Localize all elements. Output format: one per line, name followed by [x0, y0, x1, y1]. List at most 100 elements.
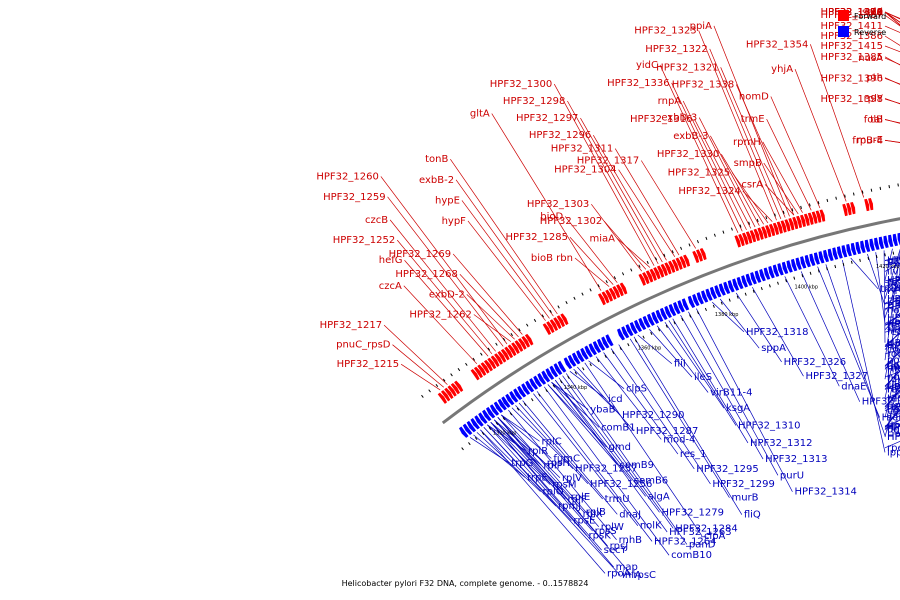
forward-gene-label[interactable]: HPF32_1323 [634, 25, 696, 36]
forward-gene-label[interactable]: HPF32_1386 [821, 31, 883, 42]
reverse-gene-label[interactable]: rplV [562, 473, 582, 484]
forward-gene-label[interactable]: HPF32_1325 [668, 168, 730, 179]
forward-gene-label[interactable]: HPF32_1322 [645, 44, 707, 55]
reverse-gene-label[interactable]: HPF32_1374 [887, 423, 900, 434]
forward-gene-label[interactable]: HPF32_1410 [821, 7, 883, 18]
reverse-gene-label[interactable]: HPF32_1377 [887, 319, 900, 330]
reverse-gene-label[interactable]: clpS [626, 384, 647, 395]
reverse-gene-label[interactable]: recG [887, 384, 900, 395]
reverse-gene-label[interactable]: HPF32_1397 [887, 276, 900, 287]
forward-gene-label[interactable]: exbB-3 [673, 131, 708, 142]
forward-gene-label[interactable]: ald [868, 7, 883, 18]
reverse-gene-label[interactable]: comH [887, 406, 900, 417]
reverse-gene-label[interactable]: dnaJ [619, 509, 641, 520]
reverse-gene-label[interactable]: gmd [609, 442, 631, 453]
reverse-gene-label[interactable]: HPF32_1346 [887, 319, 900, 330]
forward-gene-label[interactable]: smpB [734, 158, 762, 169]
forward-gene-label[interactable]: HPF32_1268 [395, 269, 457, 280]
reverse-gene-label[interactable]: hsdM-3 [887, 281, 900, 292]
reverse-gene-label[interactable]: HPF32_1404 [887, 299, 900, 310]
forward-gene-label[interactable]: gltA [470, 109, 490, 120]
reverse-gene-label[interactable]: trmU [605, 494, 630, 505]
reverse-gene-label[interactable]: rplB [586, 507, 606, 518]
forward-gene-label[interactable]: tonB [425, 154, 448, 165]
reverse-gene-label[interactable]: hopK-3 [887, 361, 900, 372]
reverse-gene-label[interactable]: HPF32_1373 [887, 402, 900, 413]
reverse-gene-label[interactable]: polA [887, 355, 900, 366]
reverse-gene-label[interactable]: murB [731, 493, 758, 504]
forward-gene-label[interactable]: murE [856, 135, 883, 146]
forward-gene-label[interactable]: HPF32_1324 [678, 186, 740, 197]
forward-gene-label[interactable]: exbD-3 [661, 113, 697, 124]
forward-gene-label[interactable]: HPF32_1415 [821, 41, 883, 52]
forward-gene-label[interactable]: folB [864, 115, 883, 126]
reverse-gene-label[interactable]: HPF32_1352 [887, 313, 900, 324]
forward-gene-label[interactable]: HPF32_1385 [821, 52, 883, 63]
reverse-gene-label[interactable]: rpsJ [610, 541, 629, 552]
forward-gene-label[interactable]: HPF32_1304 [554, 165, 616, 176]
forward-gene-label[interactable]: nusA [858, 53, 883, 64]
reverse-gene-label[interactable]: HPF32_1341 [887, 431, 900, 442]
reverse-gene-label[interactable]: ksgA [726, 403, 750, 414]
forward-gene-label[interactable]: HPF32_1316 [630, 114, 692, 125]
reverse-gene-label[interactable]: HPF32_1366 [887, 364, 900, 375]
reverse-gene-label[interactable]: HPF32_1295 [696, 464, 758, 475]
forward-gene-label[interactable]: yidC [636, 60, 658, 71]
forward-gene-label[interactable]: HPF32_1354 [746, 39, 808, 50]
reverse-gene-label[interactable]: res-4 [887, 278, 900, 289]
forward-gene-label[interactable]: HPF32_1217 [320, 320, 382, 331]
reverse-gene-label[interactable]: tdk [887, 374, 900, 385]
reverse-gene-label[interactable]: clpA [704, 531, 726, 542]
reverse-gene-label[interactable]: HPF32_1326 [784, 357, 846, 368]
reverse-gene-label[interactable]: rpsS [595, 526, 617, 537]
reverse-gene-label[interactable]: rplW [601, 522, 624, 533]
reverse-gene-label[interactable]: trxA_1 [880, 284, 900, 295]
forward-gene-label[interactable]: rplY [864, 93, 884, 104]
reverse-gene-label[interactable]: ilvE [887, 266, 900, 277]
forward-gene-label[interactable]: trmE [741, 114, 765, 125]
reverse-gene-label[interactable]: HPF32_1360 [887, 325, 900, 336]
forward-gene-label[interactable]: exbB-2 [419, 175, 454, 186]
forward-gene-label[interactable]: HPF32_1380 [821, 7, 883, 18]
forward-gene-label[interactable]: rnpA [658, 96, 682, 107]
reverse-gene-label[interactable]: ubiD [887, 404, 900, 415]
reverse-gene-label[interactable]: gltS [887, 255, 900, 266]
reverse-gene-label[interactable]: HPF32_1372 [887, 320, 900, 331]
reverse-gene-label[interactable]: rplC [542, 436, 562, 447]
reverse-gene-label[interactable]: rplE [571, 492, 591, 503]
forward-gene-label[interactable]: yhjA [771, 64, 793, 75]
reverse-gene-label[interactable]: HPF32_1353 [887, 338, 900, 349]
forward-gene-label[interactable]: czcB [365, 215, 388, 226]
reverse-gene-label[interactable]: rpoA [607, 568, 631, 579]
reverse-gene-label[interactable]: HPF32_1393 [887, 256, 900, 267]
forward-gene-label[interactable]: hypE [435, 195, 460, 206]
reverse-gene-label[interactable]: nolK [640, 521, 662, 532]
reverse-gene-label[interactable]: lpp20 [887, 447, 900, 458]
forward-gene-label[interactable]: HPF32_1259 [323, 192, 385, 203]
reverse-gene-label[interactable]: rpmJ [558, 501, 581, 512]
reverse-gene-label[interactable]: HPF32_1299 [712, 479, 774, 490]
forward-gene-label[interactable]: HPF32_1260 [316, 171, 378, 182]
forward-gene-label[interactable]: HPF32_1285 [506, 232, 568, 243]
reverse-gene-label[interactable]: HPF32_1359 [887, 286, 900, 297]
reverse-gene-label[interactable]: HPF32_1279 [662, 507, 724, 518]
reverse-gene-label[interactable]: HPF32_1314 [794, 487, 856, 498]
reverse-gene-label[interactable]: HPF32_1257 [575, 464, 637, 475]
forward-gene-label[interactable]: HPF32_1311 [551, 144, 613, 155]
reverse-gene-label[interactable]: HPF32_1419 [887, 303, 900, 314]
reverse-gene-label[interactable]: HPF32_1287 [636, 426, 698, 437]
reverse-gene-label[interactable]: HPF32_1371 [887, 382, 900, 393]
reverse-gene-label[interactable]: fixI [887, 401, 900, 412]
forward-gene-label[interactable]: tal [870, 114, 883, 125]
reverse-gene-label[interactable]: fecA_3 [887, 327, 900, 338]
reverse-gene-label[interactable]: comB10 [671, 550, 712, 561]
reverse-gene-label[interactable]: rplF [567, 494, 586, 505]
reverse-gene-label[interactable]: dnaE [841, 381, 866, 392]
reverse-gene-label[interactable]: HPF32_1368 [887, 384, 900, 395]
reverse-gene-label[interactable]: mod-4 [663, 434, 695, 445]
reverse-gene-label[interactable]: rplP [543, 460, 562, 471]
reverse-gene-label[interactable]: panD [689, 539, 716, 550]
reverse-gene-label[interactable]: infA [622, 570, 642, 581]
reverse-gene-label[interactable]: trpE [527, 472, 548, 483]
forward-gene-label[interactable]: czcA [379, 281, 402, 292]
